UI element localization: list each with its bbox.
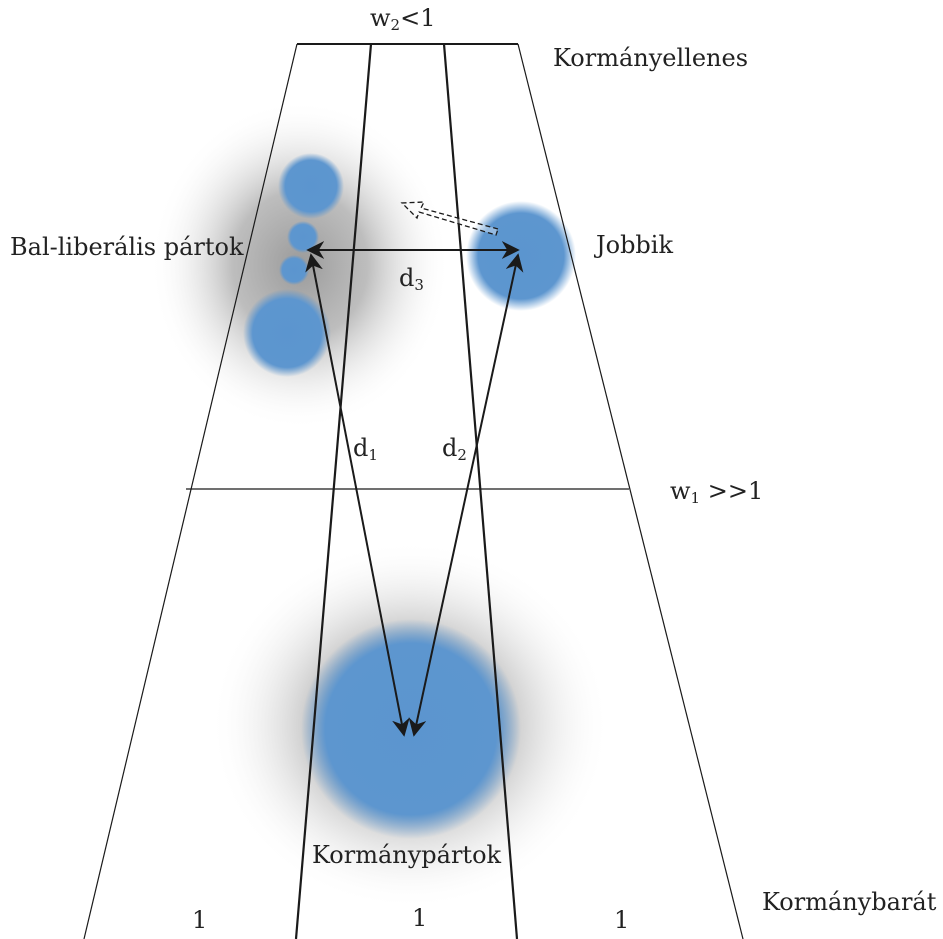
left-outer-line bbox=[83, 43, 298, 939]
jobbik-movement-arrow bbox=[400, 201, 499, 236]
left-liberal-blob-3 bbox=[279, 255, 309, 285]
top-weight-label: w2<1 bbox=[370, 4, 436, 34]
government-blob bbox=[301, 619, 521, 839]
d1-arrow bbox=[305, 253, 410, 737]
right-outer-line bbox=[517, 43, 744, 939]
d2-arrow bbox=[408, 253, 524, 737]
jobbik-label: Jobbik bbox=[596, 231, 674, 259]
government-parties-label: Kormánypártok bbox=[312, 841, 502, 869]
left-liberal-blob-1 bbox=[278, 153, 344, 219]
d3-label: d3 bbox=[399, 264, 424, 294]
d1-label: d1 bbox=[353, 434, 378, 464]
left-liberal-blob-2 bbox=[287, 221, 319, 253]
weight-left-label: 1 bbox=[192, 906, 208, 934]
jobbik-blob bbox=[466, 201, 576, 311]
d2-label: d2 bbox=[442, 434, 467, 464]
left-liberal-blob-4 bbox=[243, 289, 331, 377]
weight-center-label: 1 bbox=[412, 904, 428, 932]
pro-government-label: Kormánybarát bbox=[762, 888, 937, 916]
left-liberal-label: Bal-liberális pártok bbox=[10, 233, 244, 261]
mid-weight-label: w1 >>1 bbox=[670, 477, 764, 507]
weight-right-label: 1 bbox=[614, 906, 630, 934]
anti-government-label: Kormányellenes bbox=[553, 44, 749, 72]
